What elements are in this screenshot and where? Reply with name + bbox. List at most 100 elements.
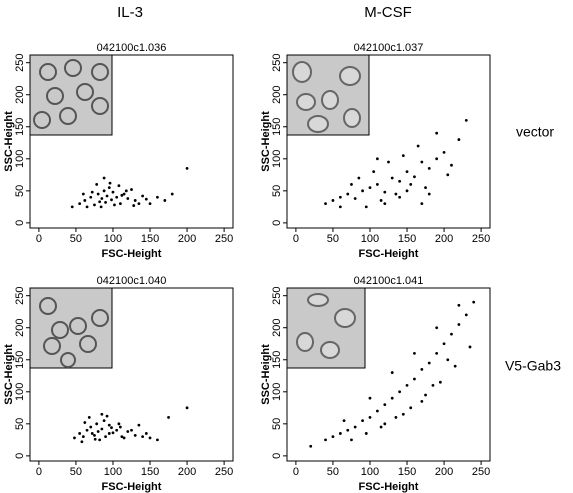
data-point — [83, 199, 87, 202]
data-point — [117, 422, 121, 426]
y-axis-label: SSC-Height — [260, 111, 272, 172]
y-tick-label: 50 — [271, 418, 283, 430]
data-point — [98, 200, 102, 204]
x-tick-label: 250 — [215, 466, 233, 478]
x-tick-label: 100 — [361, 233, 379, 245]
data-point — [110, 426, 113, 430]
y-tick-label: 250 — [271, 54, 283, 72]
x-tick-label: 150 — [398, 233, 416, 245]
x-tick-label: 0 — [293, 233, 299, 245]
data-point — [350, 438, 353, 442]
data-point — [120, 435, 124, 439]
data-point — [364, 432, 368, 435]
data-point — [468, 345, 472, 349]
plot-frame — [286, 287, 491, 462]
data-point — [167, 416, 170, 419]
data-point — [398, 390, 402, 394]
y-tick-label: 0 — [14, 220, 26, 226]
plot-frame — [29, 287, 234, 462]
data-point — [130, 428, 133, 432]
data-point — [107, 423, 111, 427]
data-point — [93, 433, 96, 437]
data-point — [398, 179, 402, 183]
data-point — [99, 205, 103, 209]
data-point — [346, 192, 350, 196]
data-point — [457, 323, 461, 326]
data-point — [122, 192, 126, 196]
data-point — [100, 427, 104, 431]
data-point — [420, 160, 424, 164]
y-tick-label: 200 — [14, 86, 26, 104]
y-tick-label: 200 — [271, 86, 283, 104]
data-point — [357, 176, 361, 180]
x-tick-label: 150 — [398, 466, 416, 478]
data-point — [87, 416, 91, 419]
data-point — [144, 197, 148, 201]
x-tick-label: 200 — [178, 466, 196, 478]
inset-micrograph — [29, 287, 113, 369]
data-point — [126, 430, 130, 433]
data-point — [368, 396, 372, 400]
data-point — [120, 193, 124, 197]
y-tick-label: 50 — [271, 185, 283, 197]
data-point — [383, 403, 387, 407]
data-point — [405, 189, 409, 193]
data-point — [96, 430, 100, 433]
data-point — [100, 412, 104, 416]
data-point — [137, 202, 141, 206]
data-point — [427, 361, 431, 365]
data-point — [163, 199, 167, 202]
data-point — [126, 197, 130, 200]
x-tick-label: 200 — [435, 466, 453, 478]
data-point — [133, 433, 137, 437]
data-point — [435, 351, 439, 355]
data-point — [394, 192, 398, 196]
data-point — [442, 342, 446, 346]
data-point — [331, 199, 335, 202]
data-point — [383, 202, 387, 206]
x-tick-label: 100 — [104, 466, 122, 478]
data-point — [413, 175, 416, 179]
plot-frame — [29, 54, 234, 229]
data-point — [85, 205, 89, 209]
data-point — [118, 202, 122, 206]
data-point — [379, 199, 383, 202]
data-point — [124, 189, 128, 193]
data-point — [148, 202, 152, 206]
data-point — [110, 198, 113, 202]
data-point — [141, 194, 145, 198]
data-point — [144, 432, 148, 435]
data-point — [435, 131, 439, 135]
data-point — [405, 383, 409, 387]
data-point — [368, 416, 372, 419]
x-tick-label: 0 — [36, 466, 42, 478]
data-point — [420, 400, 424, 403]
data-point — [464, 118, 468, 122]
data-point — [85, 428, 89, 432]
data-point — [78, 202, 82, 206]
data-point — [111, 190, 115, 194]
data-point — [372, 170, 376, 174]
plot-title: 042100c1.036 — [97, 42, 167, 54]
data-point — [331, 435, 335, 439]
x-tick-label: 250 — [472, 466, 490, 478]
data-point — [89, 425, 93, 429]
data-point — [409, 406, 413, 410]
data-point — [464, 313, 468, 317]
data-point — [95, 183, 99, 186]
data-point — [338, 195, 342, 199]
y-tick-label: 50 — [14, 185, 26, 197]
data-point — [364, 205, 368, 209]
inset-micrograph — [29, 54, 113, 136]
column-label: M-CSF — [364, 4, 412, 21]
x-axis-label: FSC-Height — [102, 248, 162, 260]
y-tick-label: 150 — [271, 351, 283, 369]
y-tick-label: 100 — [271, 383, 283, 401]
x-tick-label: 100 — [104, 233, 122, 245]
data-point — [375, 183, 379, 186]
data-point — [107, 432, 111, 435]
data-point — [413, 377, 416, 381]
data-point — [117, 184, 121, 188]
data-point — [137, 423, 141, 427]
row-label: vector — [516, 124, 554, 140]
